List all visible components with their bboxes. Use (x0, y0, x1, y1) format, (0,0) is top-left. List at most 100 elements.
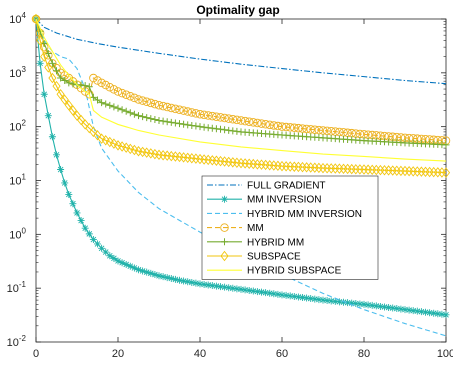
diamond-marker (36, 35, 45, 46)
asterisk-marker (368, 301, 376, 309)
plus-marker (167, 118, 175, 126)
asterisk-marker (135, 266, 142, 274)
x-tick-label: 60 (276, 348, 288, 360)
diamond-marker (31, 13, 41, 25)
asterisk-marker (233, 285, 241, 293)
asterisk-marker (163, 274, 171, 282)
y-tick-label: 10-1 (7, 280, 27, 295)
diamond-marker (68, 105, 77, 116)
y-tick-label: 101 (9, 173, 26, 188)
legend-entry: HYBRID MM (207, 237, 304, 248)
asterisk-marker (413, 307, 421, 315)
diamond-marker (97, 133, 106, 144)
asterisk-marker (397, 305, 405, 313)
asterisk-marker (405, 306, 413, 314)
asterisk-marker (331, 297, 339, 305)
circle-marker (191, 109, 201, 118)
asterisk-marker (65, 190, 73, 198)
circle-marker (121, 90, 131, 99)
asterisk-marker (340, 298, 347, 306)
plus-marker (85, 83, 93, 91)
diamond-marker (40, 51, 49, 62)
asterisk-marker (253, 288, 261, 296)
plus-marker (208, 124, 216, 132)
asterisk-marker (286, 292, 294, 300)
asterisk-marker (348, 299, 356, 307)
plus-marker (89, 93, 97, 101)
asterisk-marker (422, 308, 429, 316)
legend-entry: SUBSPACE (207, 250, 301, 263)
asterisk-marker (61, 179, 69, 187)
legend: FULL GRADIENT MM INVERSION HYBRID MM INVER… (201, 175, 379, 280)
asterisk-marker (299, 294, 306, 302)
asterisk-marker (274, 290, 282, 298)
asterisk-marker (143, 268, 151, 276)
asterisk-marker (151, 271, 159, 279)
asterisk-marker (221, 195, 228, 203)
circle-marker (117, 88, 127, 98)
asterisk-marker (344, 299, 352, 307)
circle-marker (294, 123, 303, 133)
x-tick-label: 80 (358, 348, 370, 360)
plus-marker (159, 117, 167, 125)
plus-marker (143, 114, 151, 122)
asterisk-marker (118, 259, 126, 267)
circle-marker (224, 114, 233, 123)
plus-marker (94, 96, 101, 104)
plus-marker (44, 49, 52, 57)
y-tick-label: 10-2 (7, 334, 27, 349)
asterisk-marker (385, 304, 393, 312)
plus-marker (135, 112, 142, 120)
circle-marker (199, 110, 209, 120)
plus-marker (65, 79, 73, 87)
asterisk-marker (229, 284, 237, 292)
asterisk-marker (364, 301, 372, 309)
x-tick-label: 20 (112, 348, 124, 360)
asterisk-marker (278, 291, 286, 299)
chart-title: Optimality gap (196, 3, 279, 17)
asterisk-marker (130, 264, 138, 272)
circle-marker (277, 122, 287, 131)
asterisk-marker (360, 300, 368, 308)
asterisk-marker (294, 293, 302, 301)
plus-marker (130, 110, 138, 118)
asterisk-marker (311, 295, 319, 303)
asterisk-marker (430, 309, 438, 317)
legend-label: MM (247, 223, 264, 234)
circle-marker (318, 126, 328, 135)
series-line (35, 18, 447, 337)
plus-marker (217, 125, 224, 133)
circle-marker (302, 124, 311, 134)
series-line (35, 18, 447, 85)
plus-marker (147, 115, 155, 123)
plus-marker (110, 103, 118, 111)
x-tick-label: 40 (194, 348, 206, 360)
asterisk-marker (53, 151, 60, 159)
circle-marker (126, 92, 135, 101)
asterisk-marker (327, 297, 335, 305)
diamond-marker (441, 167, 451, 178)
asterisk-marker (241, 286, 249, 294)
circle-marker (212, 112, 221, 122)
circle-marker (138, 96, 147, 105)
asterisk-marker (85, 230, 93, 238)
circle-marker (220, 223, 229, 232)
asterisk-marker (417, 308, 425, 316)
plus-marker (53, 67, 60, 75)
legend-entry: HYBRID SUBSPACE (207, 266, 342, 277)
legend-label: HYBRID MM (247, 237, 304, 248)
circle-marker (273, 121, 283, 131)
asterisk-marker (303, 294, 311, 302)
circle-marker (261, 119, 270, 129)
asterisk-marker (372, 302, 380, 310)
legend-entry: FULL GRADIENT (207, 181, 326, 192)
plus-marker (69, 80, 77, 88)
plus-marker (200, 123, 208, 131)
asterisk-marker (94, 240, 101, 248)
plus-marker (176, 120, 183, 128)
asterisk-marker (126, 262, 134, 270)
circle-marker (281, 122, 291, 132)
asterisk-marker (262, 289, 270, 297)
plus-marker (188, 121, 196, 129)
x-axis: 0 20 40 60 80 100 (33, 19, 453, 360)
